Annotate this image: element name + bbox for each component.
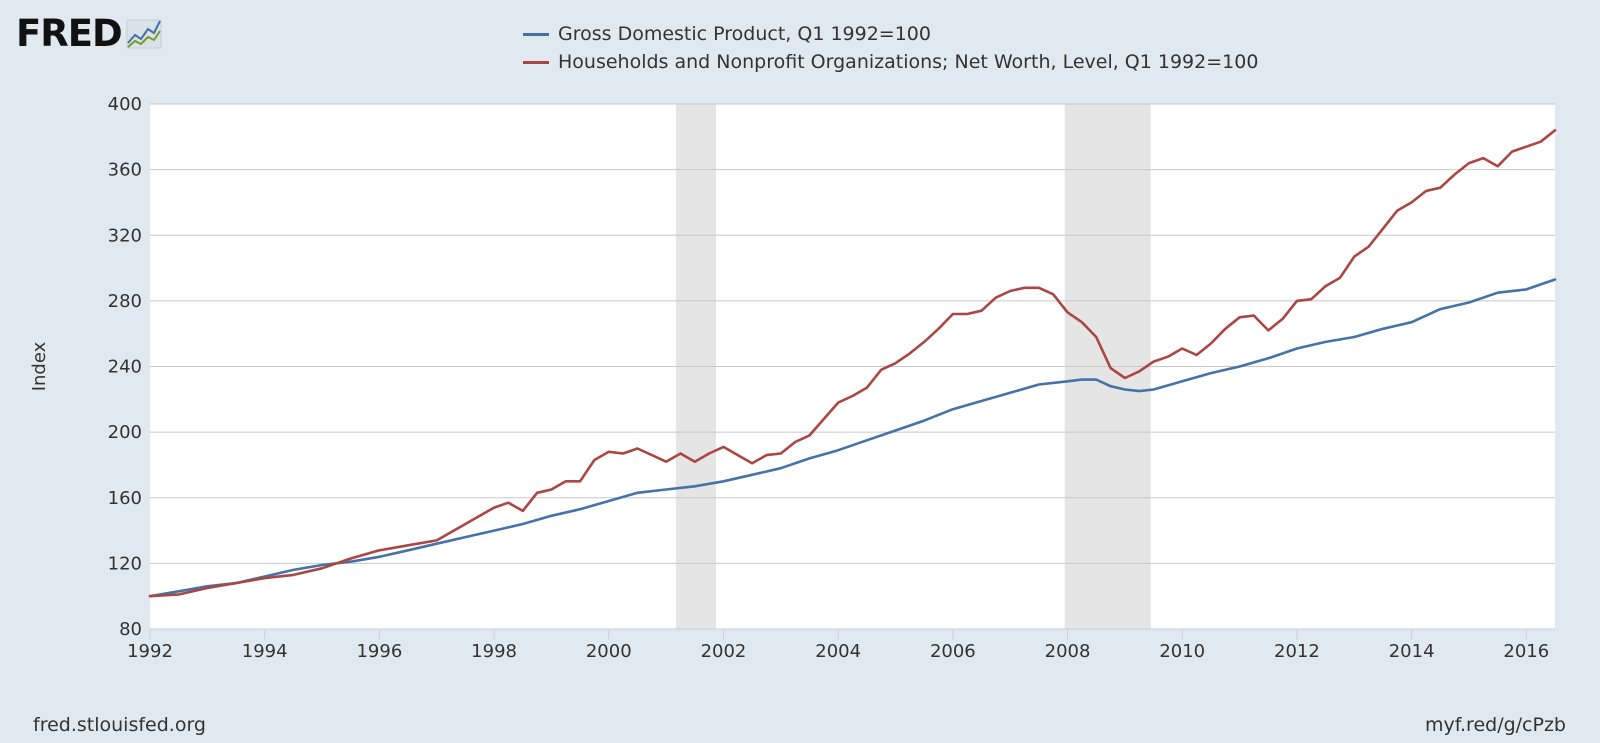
x-tick-label-2002: 2002 [701,641,747,662]
y-tick-label-120: 120 [108,553,142,574]
y-tick-label-320: 320 [108,225,142,246]
y-tick-label-360: 360 [108,160,142,181]
x-tick-label-2014: 2014 [1389,641,1435,662]
x-tick-label-1994: 1994 [242,641,288,662]
legend-label-gdp: Gross Domestic Product, Q1 1992=100 [558,23,931,45]
x-tick-label-2004: 2004 [815,641,861,662]
y-tick-label-280: 280 [108,291,142,312]
legend-swatch-net-worth [523,60,549,64]
legend-swatch-gdp [523,32,549,36]
x-tick-label-2012: 2012 [1274,641,1320,662]
x-tick-label-1996: 1996 [356,641,402,662]
x-tick-label-2016: 2016 [1503,641,1549,662]
series-line-gdp [148,278,1557,598]
x-tick-label-2008: 2008 [1045,641,1091,662]
y-tick-label-240: 240 [108,357,142,378]
chart-logo-icon [126,19,162,49]
series-line-net-worth [148,129,1557,598]
x-tick-label-2000: 2000 [586,641,632,662]
legend-item-net-worth[interactable]: Households and Nonprofit Organizations; … [523,48,1258,76]
y-tick-label-80: 80 [119,619,142,640]
y-tick-label-400: 400 [108,94,142,115]
short-url-link[interactable]: myf.red/g/cPzb [1424,714,1566,736]
x-tick-label-2006: 2006 [930,641,976,662]
source-link[interactable]: fred.stlouisfed.org [33,714,206,736]
x-tick-label-2010: 2010 [1159,641,1205,662]
x-tick-label-1992: 1992 [127,641,173,662]
legend-item-gdp[interactable]: Gross Domestic Product, Q1 1992=100 [523,20,1258,48]
fred-logo[interactable]: FRED [16,14,162,54]
y-tick-label-160: 160 [108,488,142,509]
legend-label-net-worth: Households and Nonprofit Organizations; … [558,51,1259,73]
y-axis-title: Index [29,341,50,391]
y-tick-label-200: 200 [108,422,142,443]
chart-legend: Gross Domestic Product, Q1 1992=100 Hous… [523,20,1258,76]
logo-text: FRED [16,12,123,55]
x-tick-label-1998: 1998 [471,641,517,662]
line-chart: 80 120 160 200 240 280 320 360 400 1992 1994 1996 19… [29,94,1557,662]
